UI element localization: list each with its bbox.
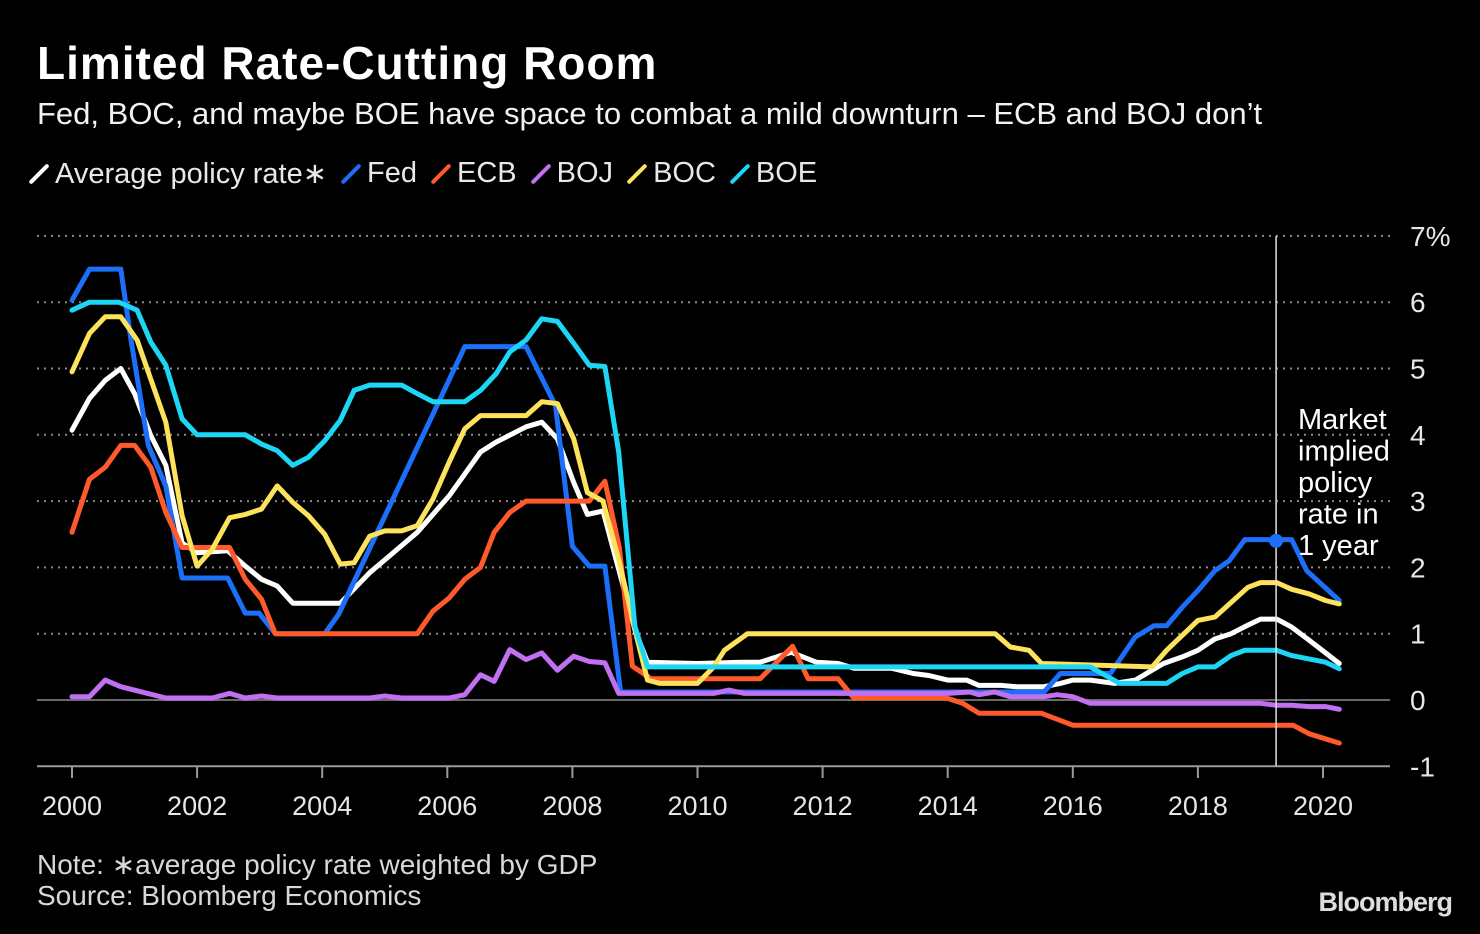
x-tick-label: 2018 <box>1168 791 1228 821</box>
legend-label: ECB <box>457 157 517 189</box>
legend-item: BOJ <box>530 156 614 191</box>
legend: Average policy rate∗ Fed ECB BOJ BOC BOE <box>28 156 818 191</box>
bloomberg-logo: Bloomberg <box>1318 887 1453 917</box>
annotation-text: Market <box>1298 404 1387 436</box>
legend-label: BOJ <box>556 157 614 189</box>
x-tick-label: 2020 <box>1293 791 1353 821</box>
series-line-boe <box>69 299 1342 686</box>
x-tick-label: 2002 <box>167 791 227 821</box>
annotation-text: policy <box>1298 467 1373 499</box>
chart-title: Limited Rate-Cutting Room <box>37 37 658 89</box>
annotation-text: 1 year <box>1298 530 1379 562</box>
chart-subtitle: Fed, BOC, and maybe BOE have space to co… <box>37 96 1263 131</box>
series-line-boc <box>69 314 1342 686</box>
x-tick-label: 2014 <box>918 791 978 821</box>
y-tick-label: 7% <box>1410 221 1450 252</box>
x-tick-label: 2006 <box>417 791 477 821</box>
x-tick-label: 2016 <box>1043 791 1103 821</box>
legend-item: ECB <box>430 156 517 191</box>
legend-item: Average policy rate∗ <box>28 156 328 191</box>
legend-item: BOC <box>626 156 716 191</box>
x-tick-label: 2008 <box>542 791 602 821</box>
x-tick-label: 2004 <box>292 791 352 821</box>
y-tick-label: 3 <box>1410 486 1426 517</box>
series-line-average-policy-rate <box>69 366 1342 690</box>
x-tick-label: 2000 <box>42 791 102 821</box>
x-tick-label: 2010 <box>667 791 727 821</box>
y-tick-label: -1 <box>1410 751 1435 782</box>
legend-label: BOE <box>755 157 818 189</box>
annotation-text: implied <box>1298 436 1390 468</box>
legend-label: BOC <box>653 157 716 189</box>
y-tick-label: 1 <box>1410 619 1426 650</box>
annotation-text: rate in <box>1298 499 1379 531</box>
legend-item: Fed <box>340 156 418 191</box>
series-line-ecb <box>69 442 1342 746</box>
series-line-boj <box>69 647 1342 712</box>
source: Source: Bloomberg Economics <box>37 880 422 911</box>
y-tick-label: 0 <box>1410 685 1426 716</box>
y-tick-label: 6 <box>1410 287 1426 318</box>
market-implied-marker <box>1269 533 1284 548</box>
series-line-fed <box>69 266 1342 695</box>
y-tick-label: 4 <box>1410 420 1426 451</box>
legend-item: BOE <box>729 156 818 191</box>
y-tick-label: 2 <box>1410 552 1426 583</box>
y-tick-label: 5 <box>1410 354 1426 385</box>
footnote: Note: ∗average policy rate weighted by G… <box>37 849 598 880</box>
legend-label: Average policy rate∗ <box>55 158 328 190</box>
x-tick-label: 2012 <box>793 791 853 821</box>
legend-label: Fed <box>367 157 418 189</box>
